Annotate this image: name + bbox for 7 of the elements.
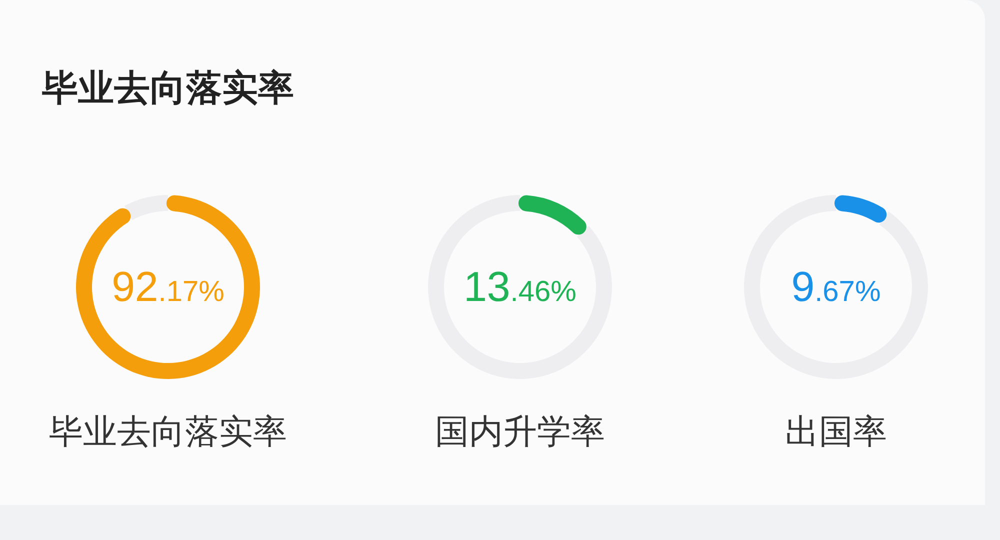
data-label: 13.46% (464, 263, 576, 310)
data-label: 9.67% (791, 263, 881, 310)
text: 国内升学率 (435, 413, 605, 451)
data-label: 92.17% (112, 263, 224, 310)
text: 毕业去向落实率 (49, 413, 287, 451)
text: 出国率 (785, 413, 887, 451)
text: 毕业去向落实率 (41, 67, 294, 108)
